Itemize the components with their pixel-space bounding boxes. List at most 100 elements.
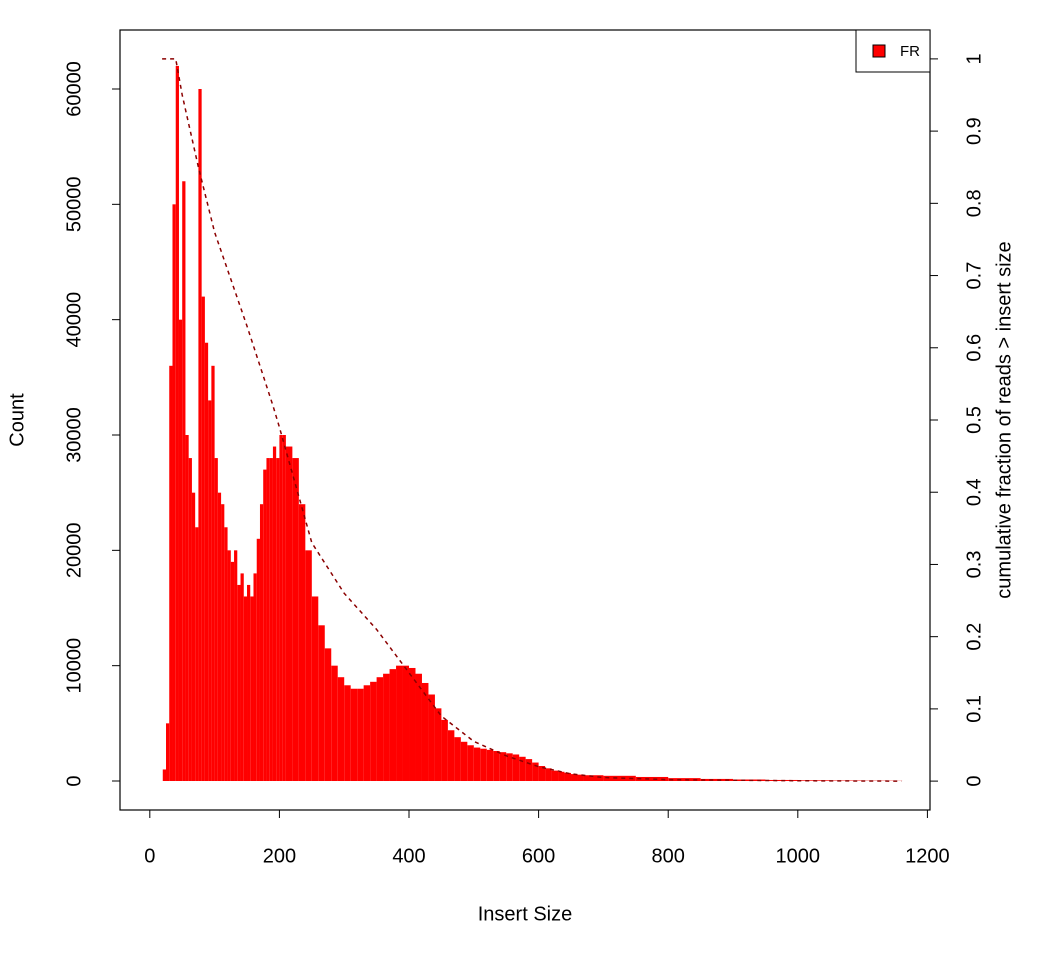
bar xyxy=(279,435,282,781)
bar xyxy=(247,585,250,781)
bar xyxy=(415,674,421,781)
x-tick-label: 600 xyxy=(522,845,555,867)
bar xyxy=(357,689,363,781)
bar xyxy=(189,458,192,781)
bar xyxy=(526,759,532,781)
bar xyxy=(454,737,460,781)
bar xyxy=(198,89,201,781)
bar xyxy=(487,750,493,781)
bar xyxy=(448,730,454,781)
y-tick-label: 30000 xyxy=(63,407,85,463)
x-tick-label: 0 xyxy=(144,845,155,867)
y-tick-label: 10000 xyxy=(63,638,85,694)
bar xyxy=(292,458,298,781)
y2-axis-title: cumulative fraction of reads > insert si… xyxy=(993,241,1015,598)
bar xyxy=(493,751,499,781)
bar xyxy=(558,772,564,781)
y2-tick-label: 1 xyxy=(963,53,985,64)
bar xyxy=(250,596,253,781)
bar xyxy=(237,585,240,781)
bar xyxy=(218,493,221,781)
bar xyxy=(344,685,350,781)
bar xyxy=(169,366,172,781)
bar xyxy=(185,435,188,781)
bar xyxy=(228,550,231,781)
bar xyxy=(390,669,396,781)
bar xyxy=(461,742,467,781)
bar xyxy=(283,435,286,781)
bar xyxy=(286,447,292,781)
bar xyxy=(215,458,218,781)
x-tick-label: 800 xyxy=(652,845,685,867)
bar xyxy=(403,666,409,781)
bar xyxy=(224,527,227,781)
y-tick-label: 60000 xyxy=(63,61,85,117)
x-tick-label: 400 xyxy=(392,845,425,867)
bar xyxy=(370,682,376,781)
bar xyxy=(253,573,256,781)
bar xyxy=(409,668,415,781)
bar xyxy=(377,677,383,781)
bar xyxy=(163,769,166,781)
bar xyxy=(257,539,260,781)
bar xyxy=(312,596,318,781)
bar xyxy=(351,689,357,781)
y-tick-label: 20000 xyxy=(63,523,85,579)
bar xyxy=(172,204,175,781)
bar xyxy=(195,527,198,781)
bar xyxy=(263,470,266,781)
bar xyxy=(545,768,551,781)
bar xyxy=(383,674,389,781)
bar xyxy=(166,723,169,781)
y2-tick-label: 0.6 xyxy=(963,334,985,362)
bar xyxy=(396,666,402,781)
y2-tick-label: 0.7 xyxy=(963,262,985,290)
bar xyxy=(552,771,558,781)
bar xyxy=(202,297,205,781)
y-tick-label: 0 xyxy=(63,775,85,786)
bar xyxy=(276,458,279,781)
bar xyxy=(428,695,434,782)
y2-tick-label: 0.5 xyxy=(963,406,985,434)
bar xyxy=(241,573,244,781)
legend-label: FR xyxy=(900,43,920,60)
bar xyxy=(338,677,344,781)
y-axis-title: Count xyxy=(6,393,28,447)
y2-tick-label: 0 xyxy=(963,776,985,787)
legend-swatch xyxy=(873,45,885,57)
bar xyxy=(266,458,269,781)
x-axis-title: Insert Size xyxy=(478,903,572,925)
bar xyxy=(318,625,324,781)
bar xyxy=(364,685,370,781)
bar xyxy=(244,596,247,781)
bar xyxy=(325,648,331,781)
y-tick-label: 50000 xyxy=(63,177,85,233)
bar xyxy=(205,343,208,781)
y-tick-label: 40000 xyxy=(63,292,85,348)
bar xyxy=(270,458,273,781)
x-tick-label: 1200 xyxy=(905,845,950,867)
bar xyxy=(474,748,480,781)
bar xyxy=(231,562,234,781)
bar xyxy=(584,775,603,781)
y2-tick-label: 0.4 xyxy=(963,478,985,506)
y2-tick-label: 0.3 xyxy=(963,551,985,579)
bar xyxy=(422,683,428,781)
bar xyxy=(192,493,195,781)
bar xyxy=(467,745,473,781)
bar xyxy=(179,320,182,781)
bar xyxy=(441,720,447,781)
bar xyxy=(480,749,486,781)
bar xyxy=(273,447,276,781)
y2-tick-label: 0.1 xyxy=(963,695,985,723)
bar xyxy=(260,504,263,781)
y2-tick-label: 0.8 xyxy=(963,189,985,217)
bar xyxy=(208,400,211,781)
bar xyxy=(299,504,305,781)
bar xyxy=(176,66,179,781)
x-tick-label: 1000 xyxy=(776,845,821,867)
y2-tick-label: 0.9 xyxy=(963,117,985,145)
bar xyxy=(565,773,571,781)
